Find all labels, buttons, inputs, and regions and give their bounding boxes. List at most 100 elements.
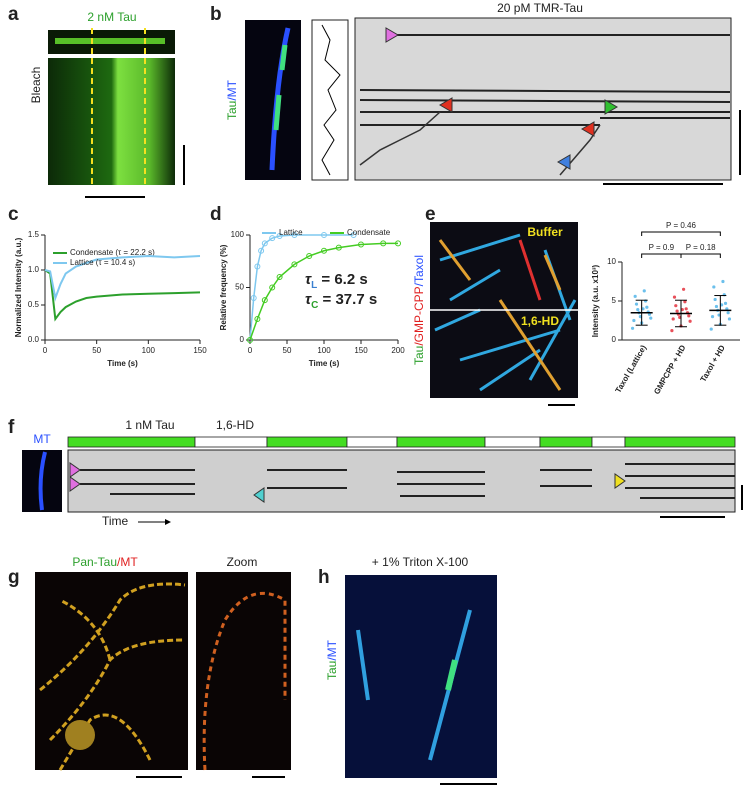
condition-label: 1,6-HD: [521, 314, 559, 328]
x-axis-label: Time (s): [309, 359, 340, 368]
x-tick-label: Taxol + HD: [699, 343, 727, 383]
image: [67, 449, 736, 513]
subscript: C: [311, 300, 318, 311]
x-axis-label: Time (s): [107, 359, 138, 368]
label-part: /Taxol: [412, 255, 426, 286]
point: [710, 315, 715, 319]
panel-letter: g: [8, 567, 20, 588]
label-part: /MT: [117, 555, 138, 569]
y-tick-label: 1.0: [28, 265, 40, 274]
point: [634, 302, 639, 306]
image: [48, 58, 175, 185]
point: [720, 303, 724, 307]
arrowhead: [385, 27, 399, 43]
y-tick-label: 1.5: [28, 230, 40, 239]
x-tick-label: Taxol (Lattice): [614, 343, 649, 394]
y-tick-label: 100: [231, 230, 245, 239]
y-tick-label: 0.5: [28, 300, 40, 309]
point: [306, 253, 313, 259]
bracket: [641, 253, 682, 258]
series-line: [44, 269, 201, 322]
image: [196, 572, 291, 770]
point: [630, 326, 635, 330]
neurite: [202, 591, 287, 771]
point: [321, 247, 327, 254]
panel-letter: d: [210, 204, 222, 225]
point: [647, 312, 652, 316]
p-value: P = 0.18: [686, 243, 716, 252]
point: [721, 279, 725, 284]
x-tick-label: 150: [193, 346, 207, 355]
x-tick-label: 50: [283, 346, 292, 355]
x-tick-label: 200: [391, 346, 405, 355]
point: [276, 233, 283, 240]
point: [672, 295, 677, 299]
point: [709, 327, 713, 331]
panel-title: 20 pM TMR-Tau: [497, 1, 583, 15]
point: [250, 295, 257, 301]
p-value: P = 0.9: [649, 243, 675, 252]
panel-letter: f: [8, 417, 15, 438]
symbol: τ: [305, 271, 312, 288]
soma: [65, 720, 95, 750]
condensate: [273, 44, 288, 131]
axis-label: Time: [102, 514, 129, 528]
point: [291, 232, 298, 238]
bracket: [641, 231, 721, 236]
channel-label: Tau/GMP-CPP/Taxol: [412, 255, 426, 365]
point: [687, 314, 691, 318]
channel-label: Pan-Tau/MT: [72, 555, 138, 569]
condition-label: 1 nM Tau: [125, 418, 174, 432]
label-part: /GMP-CPP: [412, 286, 426, 345]
x-tick-label: 150: [354, 346, 368, 355]
point: [269, 284, 276, 291]
kymo-track: [359, 34, 731, 126]
arrow: [165, 519, 171, 525]
y-axis-label: Relative frequency (%): [219, 244, 228, 330]
arrowhead: [614, 473, 626, 489]
point: [276, 274, 283, 280]
y-tick-label: 0.0: [28, 335, 40, 344]
point: [633, 294, 637, 298]
point: [727, 317, 732, 321]
point: [670, 329, 674, 333]
point: [247, 337, 253, 343]
annotation: τL = 6.2 s: [305, 271, 368, 291]
point: [645, 305, 649, 309]
channel-label: MT: [33, 432, 51, 446]
label-part: Tau: [412, 346, 426, 365]
y-tick-label: 0: [612, 335, 617, 344]
point: [682, 287, 686, 291]
point: [712, 285, 716, 289]
image: [354, 17, 732, 181]
microtubule: [269, 27, 291, 171]
bleach-label: Bleach: [29, 67, 43, 104]
y-tick-label: 50: [235, 283, 244, 292]
x-tick-label: 100: [142, 346, 156, 355]
annotation-text: = 6.2 s: [317, 271, 367, 288]
point: [683, 300, 687, 304]
point: [335, 244, 342, 251]
profile-box: [311, 19, 349, 181]
microtubule: [518, 239, 542, 301]
point: [395, 240, 401, 247]
panel-letter: c: [8, 204, 19, 225]
point: [358, 241, 364, 248]
panel-title: 2 nM Tau: [87, 10, 136, 24]
point: [688, 319, 692, 323]
legend-label: Condensate (τ = 22.2 s): [70, 248, 155, 257]
channel-label: Tau/MT: [325, 639, 339, 680]
channel-label: Tau/MT: [225, 79, 239, 120]
point: [726, 311, 730, 315]
x-tick-label: 0: [248, 346, 253, 355]
arrowhead: [69, 462, 81, 478]
point: [649, 316, 653, 320]
arrowhead: [253, 487, 265, 503]
point: [254, 316, 261, 322]
microtubule: [434, 233, 577, 392]
symbol: τ: [305, 291, 312, 308]
p-value: P = 0.46: [666, 221, 696, 230]
condition-bar: [67, 436, 736, 448]
neurite: [39, 582, 186, 771]
